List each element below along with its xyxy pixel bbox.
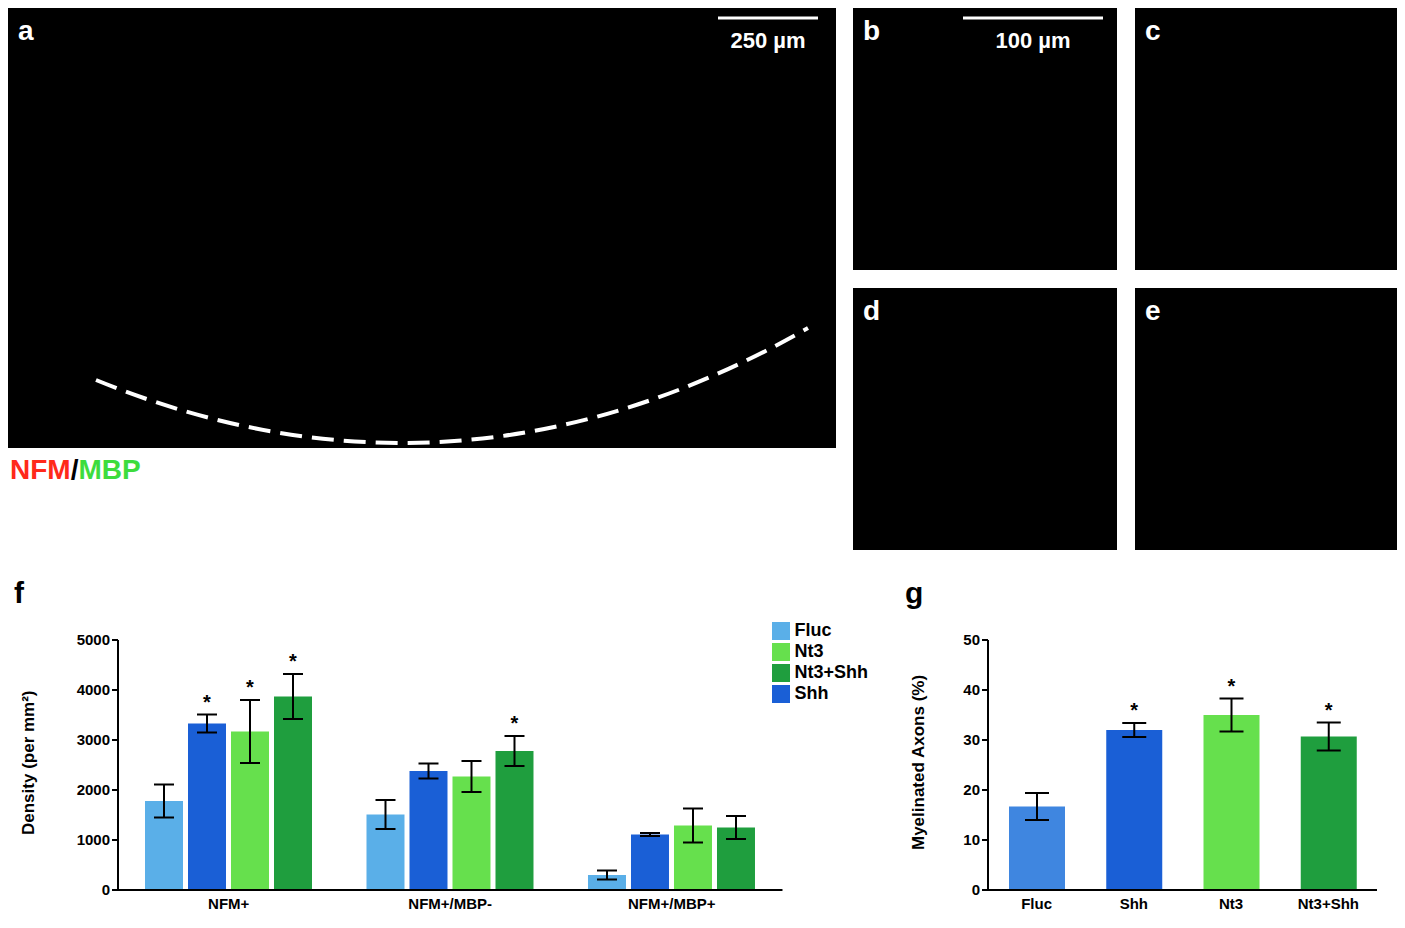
svg-text:5000: 5000 (77, 631, 110, 648)
svg-text:0: 0 (102, 881, 110, 898)
html-text:Nt3+Shh: Nt3+Shh (794, 662, 868, 682)
html-text:f: f (14, 576, 24, 609)
svg-text:0: 0 (972, 881, 980, 898)
svg-text:40: 40 (963, 681, 980, 698)
svg-text:100 µm: 100 µm (995, 28, 1070, 53)
svg-text:Fluc: Fluc (1021, 895, 1052, 912)
svg-text:Myelinated Axons (%): Myelinated Axons (%) (909, 675, 928, 850)
svg-text:Density (per mm²): Density (per mm²) (19, 690, 38, 835)
svg-text:Nt3+Shh: Nt3+Shh (1298, 895, 1359, 912)
svg-text:*: * (511, 712, 519, 734)
svg-text:30: 30 (963, 731, 980, 748)
svg-text:*: * (1228, 675, 1236, 697)
svg-text:250 µm: 250 µm (730, 28, 805, 53)
svg-text:Nt3: Nt3 (1219, 895, 1243, 912)
svg-text:*: * (1325, 699, 1333, 721)
svg-text:b: b (863, 15, 880, 46)
svg-text:4000: 4000 (77, 681, 110, 698)
svg-text:c: c (1145, 15, 1161, 46)
svg-text:2000: 2000 (77, 781, 110, 798)
svg-text:1000: 1000 (77, 831, 110, 848)
html-text:Fluc: Fluc (794, 620, 832, 640)
svg-text:e: e (1145, 295, 1161, 326)
svg-text:*: * (246, 676, 254, 698)
svg-text:NFM+/MBP-: NFM+/MBP- (408, 895, 492, 912)
svg-text:*: * (289, 650, 297, 672)
svg-text:a: a (18, 15, 34, 46)
svg-text:20: 20 (963, 781, 980, 798)
svg-text:50: 50 (963, 631, 980, 648)
svg-text:NFM+/MBP+: NFM+/MBP+ (628, 895, 716, 912)
svg-text:d: d (863, 295, 880, 326)
svg-text:3000: 3000 (77, 731, 110, 748)
svg-text:Shh: Shh (1120, 895, 1148, 912)
svg-text:NFM+: NFM+ (208, 895, 249, 912)
html-text:NFM / MBP: NFM / MBP (10, 454, 141, 485)
svg-text:*: * (1130, 699, 1138, 721)
html-text:g: g (905, 576, 924, 609)
svg-text:10: 10 (963, 831, 980, 848)
html-text:Nt3: Nt3 (794, 641, 824, 661)
html-text:Shh: Shh (794, 683, 829, 703)
svg-text:*: * (203, 691, 211, 713)
